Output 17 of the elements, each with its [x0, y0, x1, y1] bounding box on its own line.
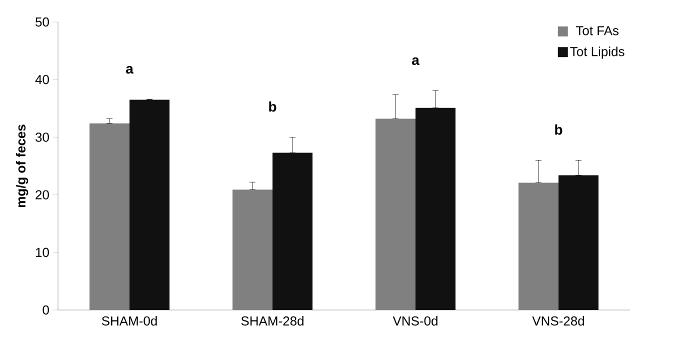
- x-tick-label: SHAM-28d: [241, 316, 304, 326]
- annotation: a: [126, 66, 134, 74]
- y-axis-title: mg/g of feces: [16, 124, 28, 208]
- y-tick-label: 30: [36, 132, 49, 142]
- y-tick-label: 10: [36, 248, 49, 257]
- y-tick-label: 50: [36, 17, 49, 27]
- annotation: a: [412, 57, 420, 66]
- annotation: b: [269, 101, 276, 112]
- x-tick-label: VNS-28d: [532, 316, 584, 326]
- x-tick-label: SHAM-0d: [102, 316, 157, 326]
- legend-label: Tot FAs: [576, 26, 619, 36]
- legend-label: Tot Lipids: [570, 46, 624, 59]
- y-tick-label: 40: [35, 75, 49, 84]
- y-tick-label: 20: [36, 190, 49, 200]
- annotation: b: [555, 124, 562, 135]
- x-tick-label: VNS-0d: [392, 316, 438, 326]
- y-tick-label: 0: [42, 305, 49, 315]
